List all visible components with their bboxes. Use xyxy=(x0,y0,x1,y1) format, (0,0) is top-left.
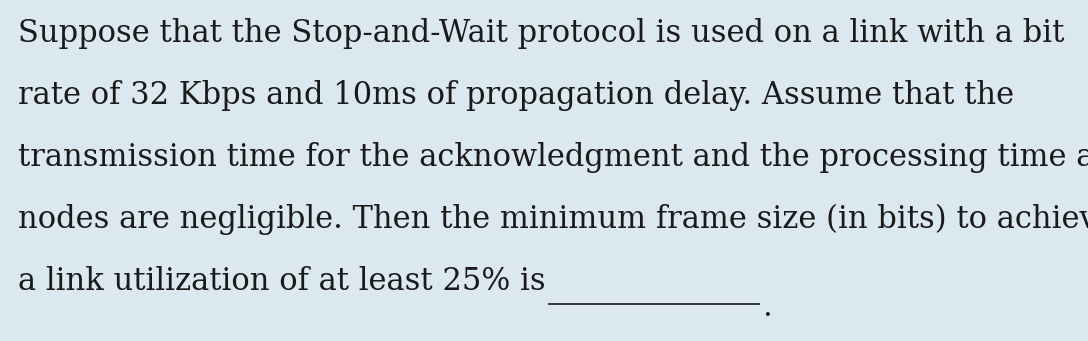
Text: nodes are negligible. Then the minimum frame size (in bits) to achieve: nodes are negligible. Then the minimum f… xyxy=(18,204,1088,235)
Text: transmission time for the acknowledgment and the processing time at: transmission time for the acknowledgment… xyxy=(18,142,1088,173)
Text: Suppose that the Stop-and-Wait protocol is used on a link with a bit: Suppose that the Stop-and-Wait protocol … xyxy=(18,18,1064,49)
Text: rate of 32 Kbps and 10ms of propagation delay. Assume that the: rate of 32 Kbps and 10ms of propagation … xyxy=(18,80,1014,111)
Text: a link utilization of at least 25% is: a link utilization of at least 25% is xyxy=(18,266,545,297)
Text: .: . xyxy=(762,292,771,323)
